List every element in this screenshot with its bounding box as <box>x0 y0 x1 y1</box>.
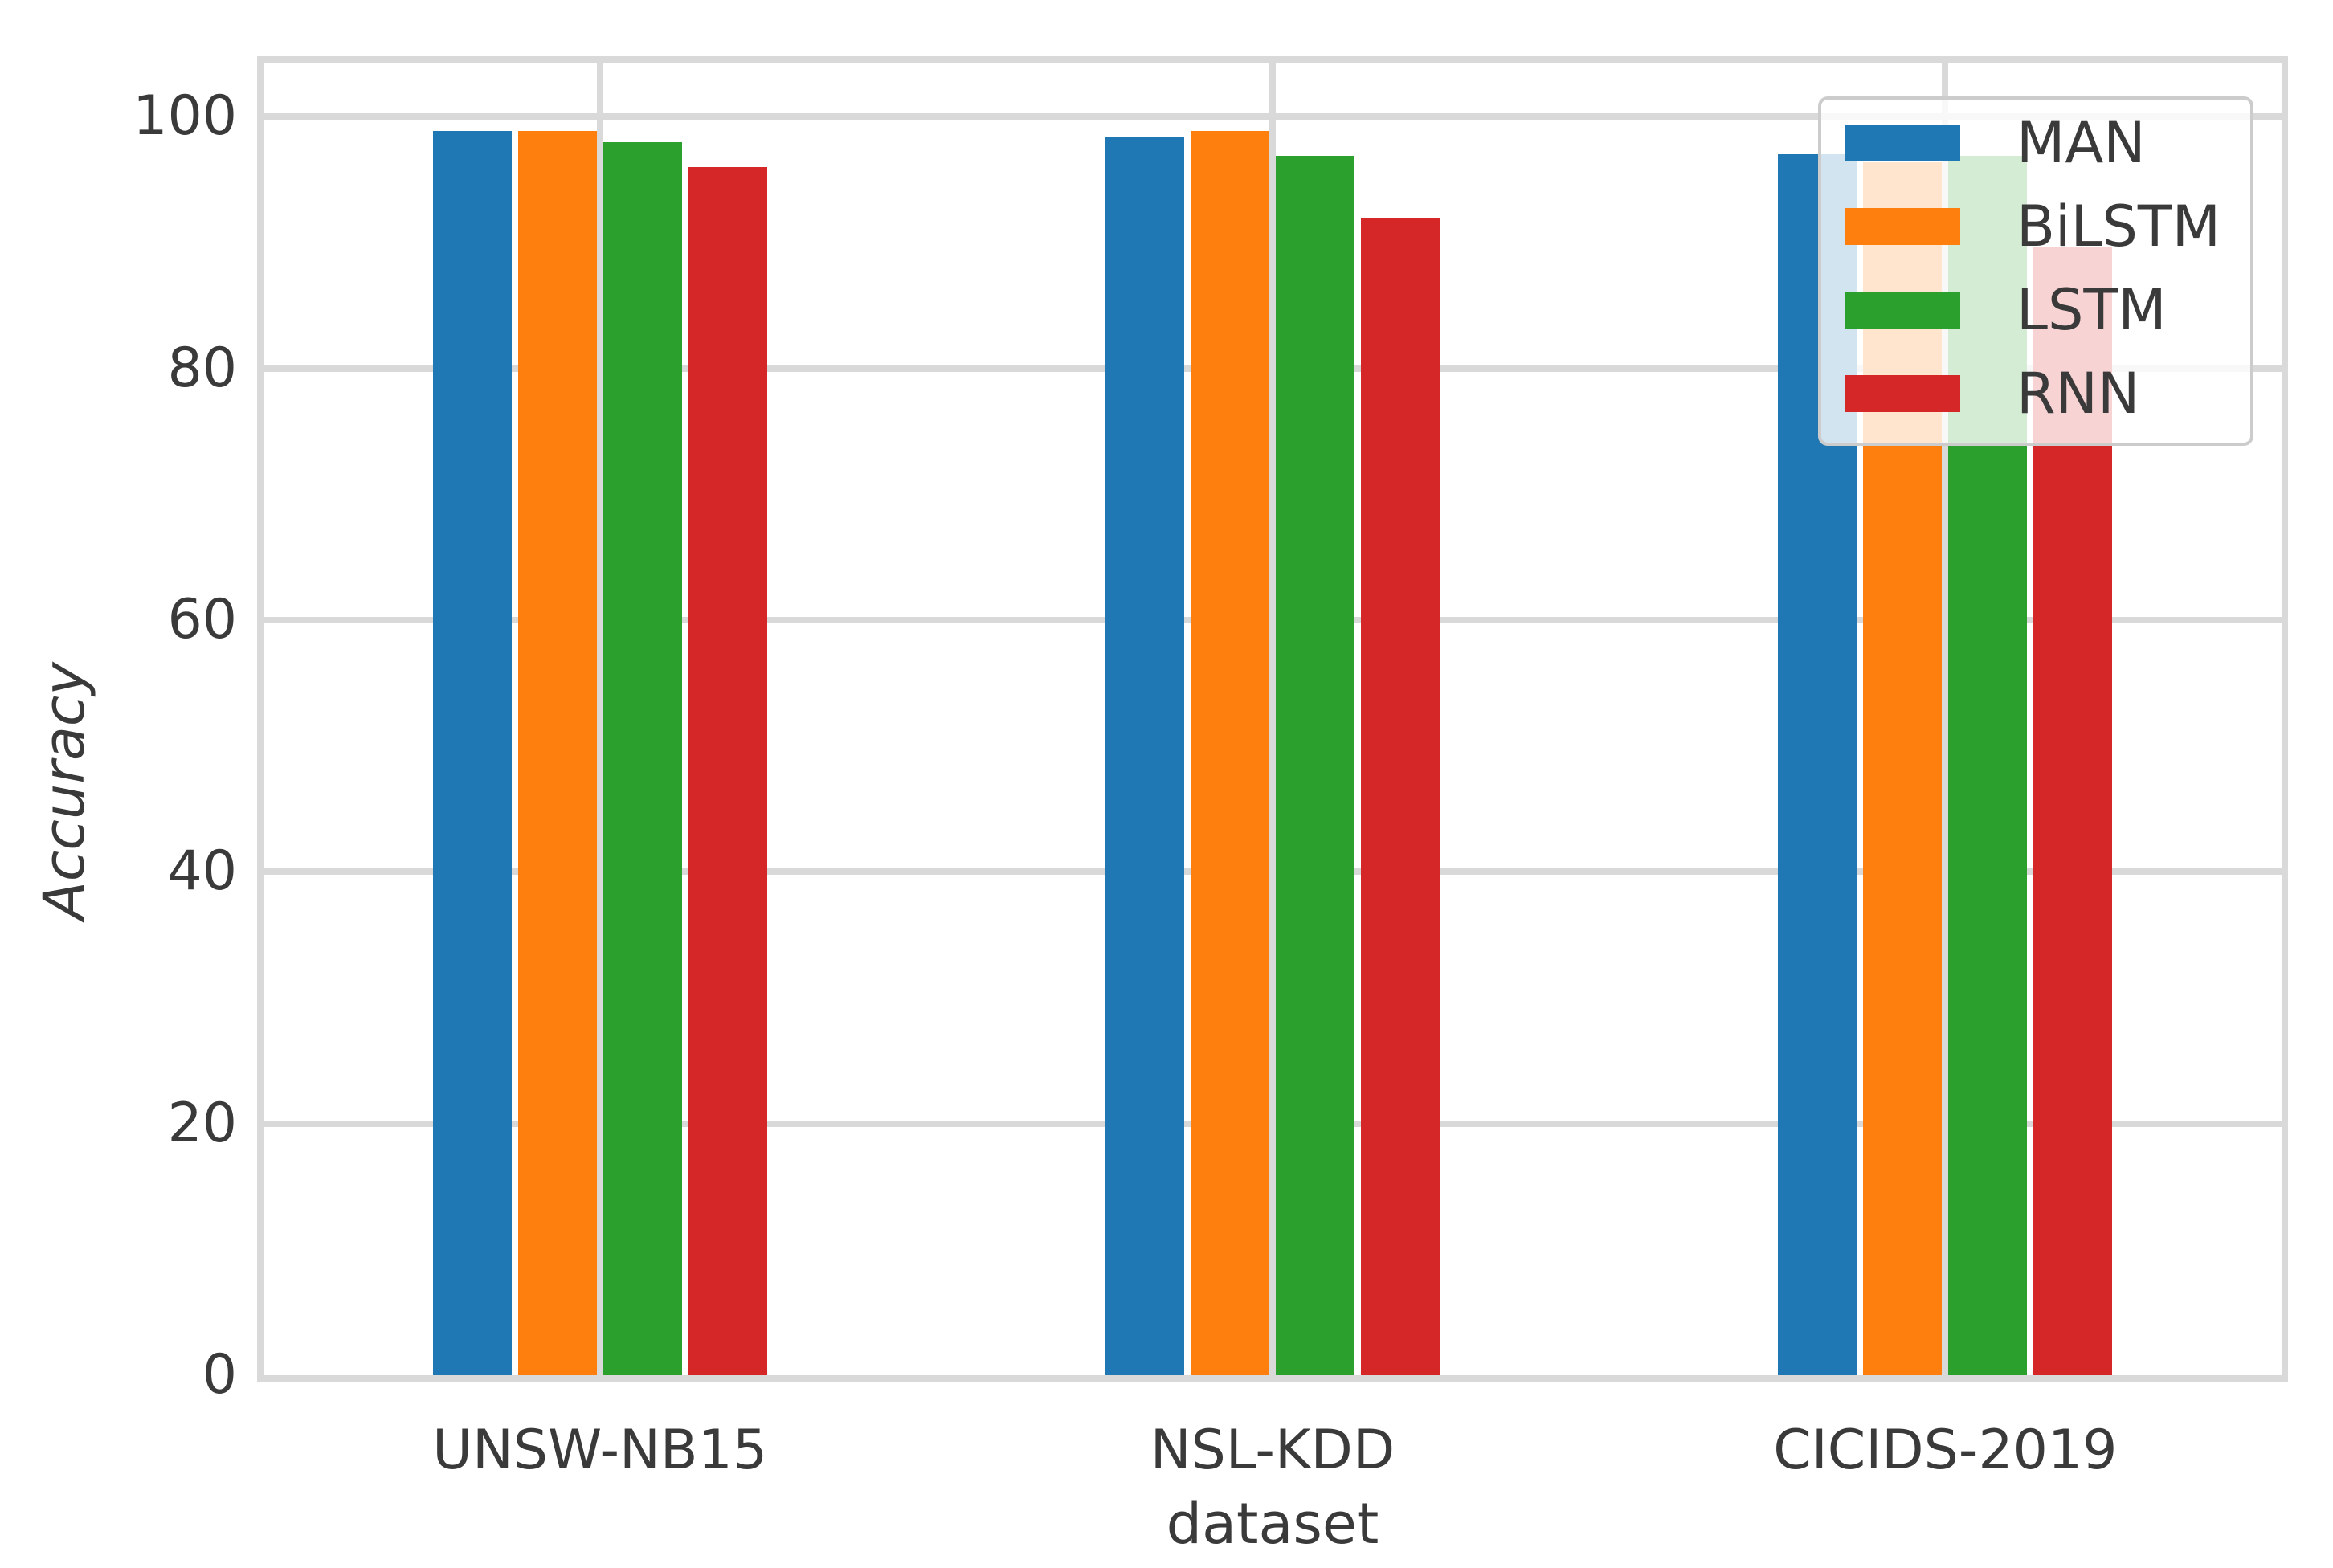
x-axis-title: dataset <box>1166 1491 1379 1557</box>
bar-lstm-unsw-nb15 <box>603 141 682 1375</box>
x-tick-label-unsw-nb15: UNSW-NB15 <box>432 1419 768 1482</box>
legend-label-rnn: RNN <box>2016 361 2140 427</box>
y-tick-label-100: 100 <box>133 84 237 149</box>
y-tick-label-60: 60 <box>167 588 237 652</box>
y-tick-label-0: 0 <box>202 1343 237 1407</box>
legend-row-lstm: LSTM <box>1821 268 2250 352</box>
y-tick-label-20: 20 <box>167 1091 237 1155</box>
x-tick-label-nsl-kdd: NSL-KDD <box>1150 1419 1395 1482</box>
bar-lstm-nsl-kdd <box>1276 155 1354 1375</box>
y-tick-label-80: 80 <box>167 336 237 400</box>
gridline-vertical <box>1269 63 1276 1375</box>
bar-rnn-unsw-nb15 <box>688 167 767 1375</box>
bar-bilstm-nsl-kdd <box>1191 130 1269 1375</box>
bar-man-nsl-kdd <box>1105 137 1184 1375</box>
legend-label-lstm: LSTM <box>2016 277 2167 343</box>
legend-row-man: MAN <box>1821 101 2250 185</box>
gridline-vertical <box>596 63 603 1375</box>
bar-man-unsw-nb15 <box>432 130 512 1375</box>
bar-rnn-nsl-kdd <box>1361 217 1440 1375</box>
bar-bilstm-unsw-nb15 <box>517 130 597 1375</box>
x-tick-label-cicids-2019: CICIDS-2019 <box>1773 1419 2118 1482</box>
legend-row-bilstm: BiLSTM <box>1821 185 2250 268</box>
legend-swatch-man <box>1845 125 1960 161</box>
legend-row-rnn: RNN <box>1821 352 2250 435</box>
y-axis-title: Accuracy <box>31 662 97 920</box>
legend-swatch-lstm <box>1845 292 1960 329</box>
legend-label-man: MAN <box>2016 110 2146 176</box>
legend: MAN BiLSTM LSTM RNN <box>1818 96 2253 446</box>
legend-swatch-rnn <box>1845 375 1960 412</box>
legend-swatch-bilstm <box>1845 208 1960 245</box>
gridline-vertical <box>1942 63 1949 1375</box>
legend-label-bilstm: BiLSTM <box>2016 194 2221 259</box>
y-tick-label-40: 40 <box>167 839 237 904</box>
